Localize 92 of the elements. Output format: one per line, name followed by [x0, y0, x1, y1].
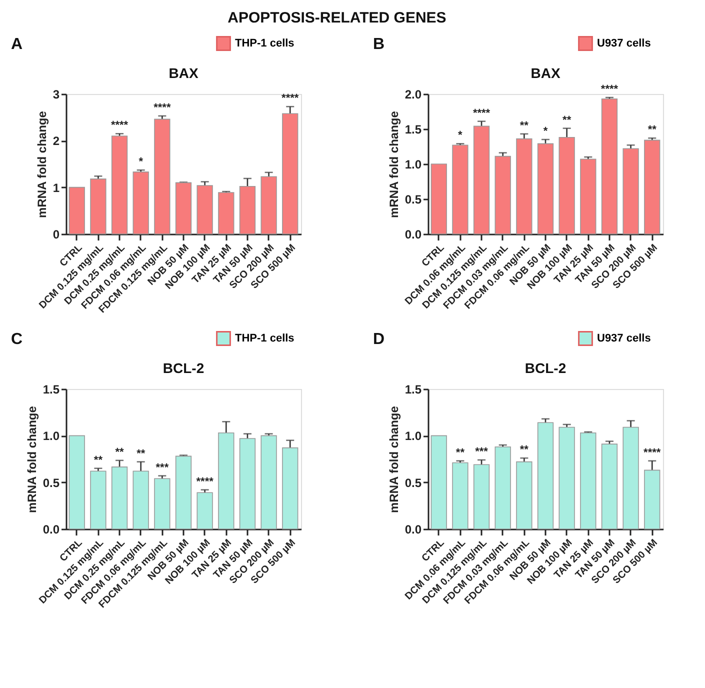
y-tick-label: 0.0 — [42, 522, 60, 536]
annotation: ** — [520, 120, 530, 132]
bar — [111, 466, 128, 530]
y-tick-label: 3 — [52, 88, 60, 102]
bar — [111, 136, 128, 234]
bar — [175, 182, 192, 234]
bar — [494, 156, 511, 234]
bar — [132, 470, 149, 530]
bar — [282, 113, 298, 234]
bar — [430, 164, 447, 234]
y-tick-label: 2.0 — [404, 88, 422, 102]
bar — [196, 185, 213, 234]
y-tick-label: 1.0 — [42, 429, 60, 444]
annotation: ** — [136, 448, 146, 460]
y-tick-label: 2 — [52, 134, 60, 148]
y-tick-label: 0.5 — [404, 476, 422, 490]
bar — [644, 470, 660, 530]
annotation: ** — [456, 446, 466, 459]
y-tick-label: 1.5 — [404, 382, 422, 396]
y-tick-label: 0.0 — [404, 228, 422, 242]
text: C — [11, 331, 23, 348]
bar — [196, 492, 213, 530]
bar — [537, 143, 554, 234]
legend-label: THP-1 cells — [235, 38, 294, 50]
bar — [580, 432, 596, 530]
y-axis-title: mRNA fold change — [386, 110, 401, 218]
bar — [260, 435, 277, 530]
bar — [452, 462, 468, 530]
bar — [473, 464, 490, 530]
annotation: **** — [282, 92, 300, 105]
bar — [558, 137, 575, 234]
text: APOPTOSIS-RELATED GENES — [228, 10, 446, 26]
y-tick-label: 1.5 — [404, 122, 422, 136]
annotation: * — [543, 126, 548, 138]
y-tick-label: 1.0 — [404, 158, 422, 172]
annotation: **** — [600, 84, 619, 96]
annotation: ** — [94, 454, 104, 466]
chart-title: BCL-2 — [524, 360, 566, 376]
annotation: ** — [520, 444, 530, 456]
chart-title: BCL-2 — [162, 360, 204, 376]
bar — [175, 456, 192, 530]
bar — [154, 478, 170, 530]
bar — [239, 186, 256, 234]
y-tick-label: 0.5 — [42, 476, 60, 490]
bar — [452, 144, 468, 234]
legend-label: U937 cells — [597, 38, 651, 50]
legend-label: THP-1 cells — [235, 332, 294, 344]
bar — [154, 118, 170, 234]
y-tick-label: 0.5 — [404, 192, 422, 206]
annotation: ** — [115, 446, 125, 458]
bar — [239, 438, 256, 530]
bar — [218, 192, 234, 234]
chart-title: BAX — [530, 65, 561, 81]
bar — [282, 447, 298, 530]
y-axis-title: mRNA fold change — [24, 406, 39, 513]
legend-label: U937 cells — [597, 332, 651, 344]
y-tick-label: 0.0 — [404, 522, 422, 536]
y-tick-label: 1 — [52, 180, 60, 195]
annotation: **** — [644, 446, 662, 459]
bar — [537, 422, 554, 530]
bar — [622, 426, 639, 530]
bar — [90, 178, 106, 234]
text: D — [373, 331, 385, 348]
bar — [68, 186, 85, 234]
bar — [473, 126, 490, 234]
bar — [218, 432, 234, 530]
annotation: * — [458, 130, 464, 142]
bar — [601, 444, 618, 530]
bar — [260, 176, 277, 234]
bar — [622, 148, 639, 234]
text: B — [373, 36, 385, 53]
annotation: *** — [156, 462, 170, 474]
bar — [430, 435, 447, 530]
annotation: **** — [154, 102, 172, 114]
annotation: ** — [562, 114, 572, 126]
bar — [516, 461, 532, 530]
annotation: * — [138, 156, 144, 168]
y-tick-label: 1.0 — [404, 429, 422, 444]
bar — [68, 435, 85, 530]
annotation: **** — [196, 476, 214, 488]
annotation: *** — [475, 446, 489, 458]
y-axis-title: mRNA fold change — [386, 406, 401, 513]
y-axis-title: mRNA fold change — [34, 110, 49, 218]
annotation: ** — [648, 124, 658, 136]
text: A — [11, 36, 23, 53]
y-tick-label: 1.5 — [42, 382, 60, 396]
chart-title: BAX — [168, 65, 199, 81]
y-tick-label: 0 — [52, 228, 60, 242]
bar — [90, 470, 106, 530]
annotation: **** — [472, 107, 491, 120]
annotation: **** — [110, 120, 129, 132]
bar — [516, 138, 532, 234]
